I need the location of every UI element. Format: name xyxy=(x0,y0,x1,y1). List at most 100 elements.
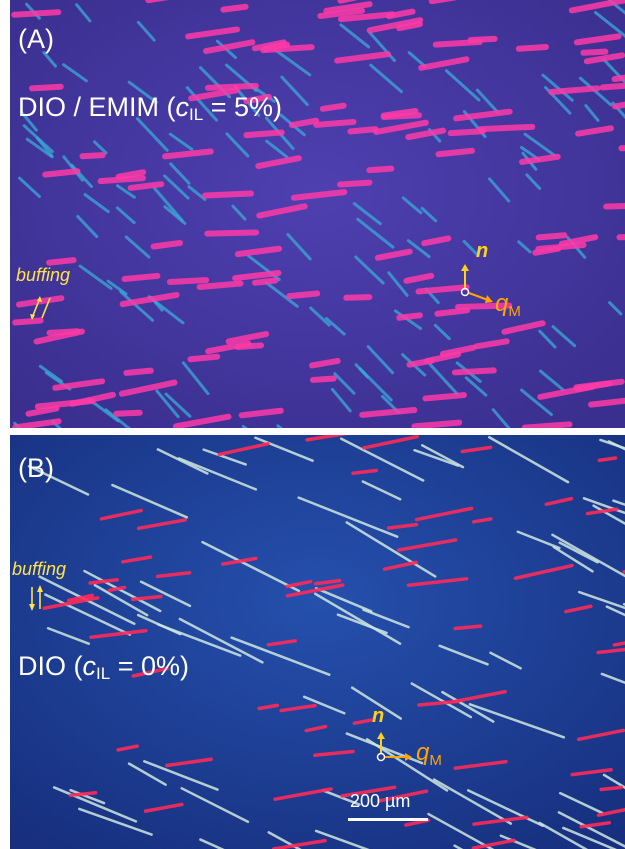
texture-streak xyxy=(579,821,611,829)
texture-streak xyxy=(397,538,458,552)
texture-streak xyxy=(260,44,315,54)
panel-b-axis-icon xyxy=(376,732,412,762)
texture-streak xyxy=(575,125,614,137)
texture-streak xyxy=(285,583,345,598)
texture-streak xyxy=(535,241,587,252)
texture-streak xyxy=(302,695,346,715)
texture-streak xyxy=(273,787,333,801)
texture-streak xyxy=(46,626,90,645)
texture-streak xyxy=(464,376,488,397)
texture-streak xyxy=(362,608,410,629)
texture-streak xyxy=(153,186,184,222)
texture-streak xyxy=(548,85,601,96)
texture-streak xyxy=(576,728,625,742)
texture-streak xyxy=(417,699,460,707)
texture-streak xyxy=(127,80,159,104)
texture-streak xyxy=(323,1,373,14)
texture-streak xyxy=(432,778,513,825)
panel-a-texture-image xyxy=(10,0,625,428)
texture-streak xyxy=(356,217,395,249)
texture-streak xyxy=(205,340,252,355)
texture-streak xyxy=(401,196,423,215)
texture-streak xyxy=(345,521,437,578)
texture-streak xyxy=(582,497,625,515)
texture-streak xyxy=(362,435,419,450)
texture-streak xyxy=(187,185,207,201)
texture-streak xyxy=(428,362,459,396)
texture-streak xyxy=(387,271,409,297)
texture-streak xyxy=(369,63,403,94)
texture-streak xyxy=(273,48,312,77)
texture-streak xyxy=(453,624,483,631)
texture-streak xyxy=(519,153,561,165)
texture-streak xyxy=(420,444,465,469)
texture-streak xyxy=(439,344,477,357)
panel-b-scale-label: 200 µm xyxy=(350,791,411,811)
texture-streak xyxy=(525,173,542,190)
texture-streak xyxy=(304,724,328,733)
texture-streak xyxy=(19,110,38,132)
texture-streak xyxy=(520,388,553,417)
panel-a-buffing-label: buffing xyxy=(16,265,71,285)
texture-streak xyxy=(309,357,341,369)
texture-streak xyxy=(347,126,379,135)
texture-streak xyxy=(336,613,388,635)
texture-streak xyxy=(580,48,609,56)
texture-streak xyxy=(584,104,600,122)
texture-streak xyxy=(217,442,270,457)
texture-streak xyxy=(113,409,143,417)
panel-b-micrograph: (B) buffing DIO (cIL = 0%) n qM 200 µm xyxy=(10,435,625,849)
texture-streak xyxy=(107,585,127,593)
texture-streak xyxy=(499,834,537,849)
texture-streak xyxy=(352,718,374,725)
texture-streak xyxy=(271,838,327,849)
texture-streak xyxy=(599,438,625,450)
texture-streak xyxy=(471,838,516,849)
texture-streak xyxy=(46,328,81,336)
texture-streak xyxy=(538,329,557,349)
texture-streak xyxy=(309,375,337,383)
texture-streak xyxy=(83,193,110,214)
texture-streak xyxy=(433,323,451,341)
texture-streak xyxy=(286,232,312,261)
texture-streak xyxy=(350,686,403,720)
texture-streak xyxy=(118,379,178,397)
texture-streak xyxy=(27,464,90,496)
texture-streak xyxy=(314,592,402,645)
panel-a-micrograph: (A) DIO / EMIM (cIL = 5%) buffing n qM xyxy=(10,0,625,428)
texture-streak xyxy=(136,518,187,531)
texture-streak xyxy=(69,788,106,805)
panel-a-sample-label: DIO / EMIM (cIL = 5%) xyxy=(18,92,282,124)
texture-streak xyxy=(596,807,625,817)
texture-streak xyxy=(558,541,599,564)
texture-streak xyxy=(251,277,279,286)
texture-streak xyxy=(220,3,249,13)
texture-streak xyxy=(309,306,331,327)
texture-streak xyxy=(127,181,165,191)
panel-b-buffing-arrows-icon xyxy=(29,585,43,611)
panel-b-axis-n-label: n xyxy=(372,705,385,727)
texture-streak xyxy=(523,132,556,157)
texture-streak xyxy=(288,117,320,129)
texture-streak xyxy=(517,240,532,254)
texture-streak xyxy=(172,413,232,428)
texture-streak xyxy=(199,838,225,849)
texture-streak xyxy=(119,290,155,322)
texture-streak xyxy=(406,577,469,587)
texture-streak xyxy=(466,789,545,827)
texture-streak xyxy=(354,255,385,285)
texture-streak xyxy=(93,583,149,617)
texture-streak xyxy=(285,579,313,589)
texture-streak xyxy=(150,240,184,250)
texture-streak xyxy=(516,530,561,550)
texture-streak xyxy=(405,127,447,141)
panel-b-scale-bar xyxy=(348,818,428,821)
texture-streak xyxy=(238,407,284,419)
texture-streak xyxy=(453,108,513,122)
texture-streak xyxy=(187,353,221,363)
texture-streak xyxy=(143,802,184,813)
texture-streak xyxy=(488,177,511,203)
texture-streak xyxy=(139,580,192,608)
texture-streak xyxy=(414,506,474,522)
texture-streak xyxy=(123,367,154,376)
